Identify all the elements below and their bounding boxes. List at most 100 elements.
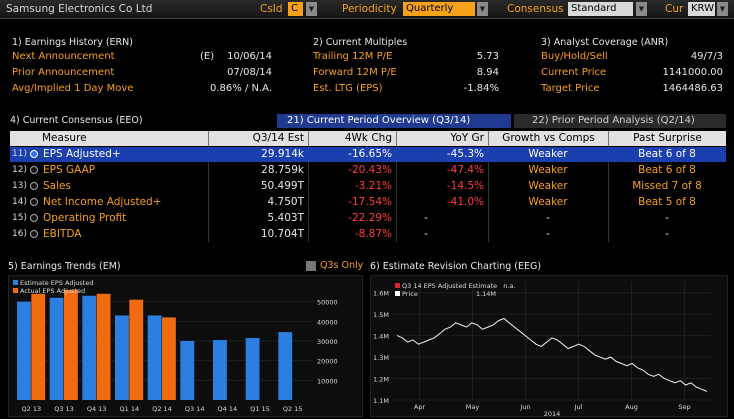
analyst-row: Current Price 1141000.00	[541, 66, 723, 80]
analyst-coverage-title[interactable]: 3) Analyst Coverage (ANR)	[541, 37, 669, 48]
y-tick-label: 30000	[317, 338, 338, 346]
tab-current-period[interactable]: 21) Current Period Overview (Q3/14)	[277, 114, 511, 128]
earnings-trends-title[interactable]: 5) Earnings Trends (EM)	[8, 261, 121, 272]
x-tick-label: Aug	[625, 403, 638, 411]
line-legend: Q3 14 EPS Adjusted Estimate n.a. Price 1…	[395, 282, 515, 298]
chevron-down-icon[interactable]: ▼	[306, 2, 317, 16]
earnings-row: Prior Announcement 07/08/14	[12, 66, 272, 80]
consensus-title[interactable]: 4) Current Consensus (EEO)	[10, 115, 143, 126]
header-growth[interactable]: Growth vs Comps	[488, 131, 608, 146]
legend-label: Estimate EPS Adjusted	[20, 279, 94, 287]
row-label: Avg/Implied 1 Day Move	[12, 83, 134, 94]
growth-value: -	[546, 212, 550, 224]
current-multiples-title[interactable]: 2) Current Multiples	[313, 37, 408, 48]
surprise-value: Beat 5 of 8	[638, 196, 696, 208]
chg-value: -17.54%	[348, 196, 392, 208]
est-value: 10.704T	[260, 228, 304, 240]
row-number: 13)	[12, 181, 27, 191]
yoy-value: -	[424, 228, 428, 240]
table-row[interactable]: 14) Net Income Adjusted+ 4.750T -17.54% …	[10, 195, 726, 210]
table-row[interactable]: 11) EPS Adjusted+ 29.914k -16.65% -45.3%…	[10, 147, 726, 162]
x-tick-label: Q3 13	[54, 405, 74, 413]
chg-value: -22.29%	[348, 212, 392, 224]
company-name: Samsung Electronics Co Ltd	[6, 3, 153, 15]
header-est[interactable]: Q3/14 Est	[208, 131, 308, 146]
multiples-row: Trailing 12M P/E 5.73	[313, 50, 499, 64]
row-number: 16)	[12, 229, 27, 239]
measure-name: Sales	[43, 180, 71, 192]
bar-estimate	[213, 340, 227, 400]
radio-button[interactable]	[30, 150, 38, 158]
bar-estimate	[82, 295, 97, 400]
y-tick-label: 1.5M	[373, 311, 389, 319]
y-tick-label: 1.4M	[373, 333, 389, 341]
header-4wk[interactable]: 4Wk Chg	[308, 131, 396, 146]
y-tick-label: 10000	[317, 377, 338, 385]
row-value: 1141000.00	[662, 67, 723, 78]
line-chart-svg: 1.1M 1.2M 1.3M 1.4M 1.5M 1.6M Apr May Jun Jul Aug S…	[373, 282, 711, 418]
row-value: 8.94	[476, 67, 499, 78]
legend-swatch-price	[395, 291, 400, 296]
chg-value: -3.21%	[354, 180, 392, 192]
bar-actual	[96, 293, 111, 400]
x-tick-label: Apr	[414, 403, 426, 411]
chevron-down-icon[interactable]: ▼	[717, 2, 728, 16]
periodicity-field[interactable]: Quarterly	[403, 2, 475, 16]
radio-button[interactable]	[30, 182, 38, 190]
table-row[interactable]: 12) EPS GAAP 28.759k -20.43% -47.4% Weak…	[10, 163, 726, 178]
y-tick-label: 1.3M	[373, 354, 389, 362]
surprise-value: Missed 7 of 8	[632, 180, 702, 192]
legend-label: Q3 14 EPS Adjusted Estimate	[402, 282, 498, 290]
header-yoy[interactable]: YoY Gr	[396, 131, 488, 146]
bar-actual	[64, 289, 78, 400]
radio-button[interactable]	[30, 214, 38, 222]
legend-label: Price	[402, 290, 418, 298]
bar-estimate	[115, 315, 129, 400]
est-value: 5.403T	[267, 212, 304, 224]
x-tick-label: Q2 14	[152, 405, 172, 413]
table-row[interactable]: 15) Operating Profit 5.403T -22.29% - - …	[10, 211, 726, 226]
estimate-revision-title[interactable]: 6) Estimate Revision Charting (EEG)	[370, 261, 542, 272]
legend-value: n.a.	[503, 282, 516, 290]
x-tick-label: Jul	[574, 403, 583, 411]
growth-value: Weaker	[528, 164, 568, 176]
csid-field[interactable]: C	[288, 2, 303, 16]
row-number: 12)	[12, 165, 27, 175]
row-label: Buy/Hold/Sell	[541, 51, 608, 62]
header-surprise[interactable]: Past Surprise	[608, 131, 726, 146]
radio-button[interactable]	[30, 230, 38, 238]
earnings-history-title[interactable]: 1) Earnings History (ERN)	[12, 37, 133, 48]
currency-field[interactable]: KRW	[688, 2, 715, 16]
legend-swatch-estimate	[395, 283, 400, 288]
y-tick-label: 20000	[317, 358, 338, 366]
q3s-only-checkbox[interactable]	[306, 261, 316, 271]
tab-prior-period[interactable]: 22) Prior Period Analysis (Q2/14)	[514, 114, 726, 128]
legend-label: Actual EPS Adjusted	[20, 287, 86, 295]
analyst-row: Target Price 1464486.63	[541, 82, 723, 96]
est-value: 28.759k	[261, 164, 304, 176]
yoy-value: -47.4%	[446, 164, 484, 176]
y-tick-label: 50000	[317, 299, 338, 307]
currency-label: Cur	[665, 3, 684, 15]
header-measure[interactable]: Measure	[42, 132, 87, 144]
earnings-row: Avg/Implied 1 Day Move 0.86% / N.A.	[12, 82, 272, 96]
y-tick-label: 40000	[317, 318, 338, 326]
radio-button[interactable]	[30, 198, 38, 206]
row-label: Target Price	[541, 83, 600, 94]
row-prefix: (E)	[200, 51, 215, 62]
x-tick-label: Q4 14	[218, 405, 238, 413]
x-tick-label: Jun	[519, 403, 530, 411]
table-row[interactable]: 16) EBITDA 10.704T -8.87% - - -	[10, 227, 726, 242]
chevron-down-icon[interactable]: ▼	[477, 2, 488, 16]
radio-button[interactable]	[30, 166, 38, 174]
chevron-down-icon[interactable]: ▼	[636, 2, 647, 16]
measure-name: EPS Adjusted+	[43, 148, 121, 160]
x-tick-label: Q4 13	[87, 405, 107, 413]
table-row[interactable]: 13) Sales 50.499T -3.21% -14.5% Weaker M…	[10, 179, 726, 194]
est-value: 29.914k	[261, 148, 304, 160]
row-label: Current Price	[541, 67, 607, 78]
multiples-row: Forward 12M P/E 8.94	[313, 66, 499, 80]
q3s-only-label: Q3s Only	[320, 260, 364, 271]
consensus-field[interactable]: Standard	[568, 2, 633, 16]
x-tick-label: Q3 14	[185, 405, 205, 413]
